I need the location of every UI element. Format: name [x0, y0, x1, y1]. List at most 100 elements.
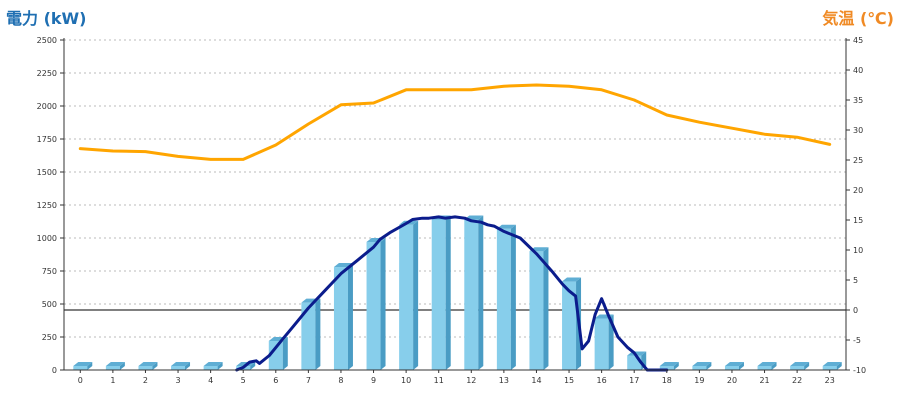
temperature-line [78, 83, 832, 161]
x-tick-label: 0 [78, 376, 83, 385]
bar-top [790, 362, 810, 366]
bar-top [692, 362, 712, 366]
bar-front [105, 366, 120, 370]
bar-front [822, 366, 837, 370]
x-tick-label: 19 [694, 376, 704, 385]
bar [333, 263, 353, 370]
x-tick-label: 23 [825, 376, 835, 385]
bar [366, 237, 386, 370]
right-tick-label: 45 [853, 36, 863, 45]
bar-top [562, 277, 582, 282]
left-tick-label: 2000 [37, 102, 57, 111]
bar [594, 314, 614, 370]
left-tick-label: 1750 [37, 135, 57, 144]
left-tick-label: 2500 [37, 36, 57, 45]
right-tick-label: 15 [853, 216, 863, 225]
x-tick-label: 17 [629, 376, 639, 385]
bar-front [301, 302, 316, 370]
x-tick-label: 18 [662, 376, 672, 385]
left-tick-label: 500 [42, 300, 57, 309]
bar [724, 362, 744, 370]
x-tick-label: 10 [401, 376, 411, 385]
bar-front [431, 219, 446, 370]
bar-top [171, 362, 191, 366]
bar-top [203, 362, 223, 366]
bar [73, 362, 93, 370]
bar-front [366, 241, 381, 370]
x-tick-label: 13 [499, 376, 509, 385]
right-tick-label: 5 [853, 276, 858, 285]
bar-side [250, 362, 256, 370]
left-tick-label: 2250 [37, 69, 57, 78]
bars-layer [73, 215, 842, 370]
bar-front [529, 251, 544, 370]
bar-side [673, 362, 679, 370]
bar-front [333, 267, 348, 370]
bar-side [543, 247, 549, 370]
bar-front [464, 219, 479, 370]
x-tick-label: 2 [143, 376, 148, 385]
bar [496, 224, 516, 370]
bar [301, 298, 321, 370]
bar-top [105, 362, 125, 366]
right-axis-title: 気温 (℃) [822, 9, 894, 28]
bar-side [119, 362, 125, 370]
x-tick-label: 6 [273, 376, 278, 385]
x-tick-label: 5 [241, 376, 246, 385]
bar [757, 362, 777, 370]
x-tick-label: 21 [759, 376, 769, 385]
left-axis-title: 電力 (kW) [6, 9, 87, 28]
right-tick-label: -10 [853, 366, 866, 375]
bar-top [757, 362, 777, 366]
bar [171, 362, 191, 370]
bar-side [413, 220, 419, 370]
left-tick-label: 1000 [37, 234, 57, 243]
x-tick-label: 20 [727, 376, 737, 385]
x-tick-label: 1 [110, 376, 115, 385]
bar-top [724, 362, 744, 366]
bar-side [445, 215, 451, 370]
left-tick-label: 250 [42, 333, 57, 342]
right-tick-label: 35 [853, 96, 863, 105]
bar [431, 215, 451, 370]
left-tick-label: 1250 [37, 201, 57, 210]
bar-top [822, 362, 842, 366]
right-tick-label: 10 [853, 246, 863, 255]
grid-layer [64, 39, 846, 338]
right-tick-label: 40 [853, 66, 863, 75]
bar [105, 362, 125, 370]
bar-side [347, 263, 353, 370]
bar [464, 215, 484, 370]
left-tick-label: 0 [52, 366, 57, 375]
right-tick-label: 30 [853, 126, 863, 135]
bar-side [706, 362, 712, 370]
x-tick-label: 14 [531, 376, 541, 385]
bar-front [399, 224, 414, 370]
bar-front [203, 366, 218, 370]
bar-side [771, 362, 777, 370]
power-line [235, 215, 669, 372]
bar-side [152, 362, 158, 370]
bar-side [380, 237, 386, 370]
bar [203, 362, 223, 370]
bar-front [268, 340, 283, 370]
bar-side [608, 314, 614, 370]
x-tick-label: 15 [564, 376, 574, 385]
bar-top [496, 224, 516, 229]
right-tick-label: 20 [853, 186, 863, 195]
x-tick-label: 11 [434, 376, 444, 385]
x-tick-label: 7 [306, 376, 311, 385]
bar-front [73, 366, 88, 370]
x-tick-label: 3 [175, 376, 180, 385]
bar [138, 362, 158, 370]
lines-layer [78, 83, 832, 372]
bar [822, 362, 842, 370]
x-tick-label: 9 [371, 376, 376, 385]
bar-side [217, 362, 223, 370]
x-tick-label: 8 [338, 376, 343, 385]
left-tick-label: 1500 [37, 168, 57, 177]
x-tick-label: 22 [792, 376, 802, 385]
bar-front [171, 366, 186, 370]
x-tick-label: 4 [208, 376, 213, 385]
